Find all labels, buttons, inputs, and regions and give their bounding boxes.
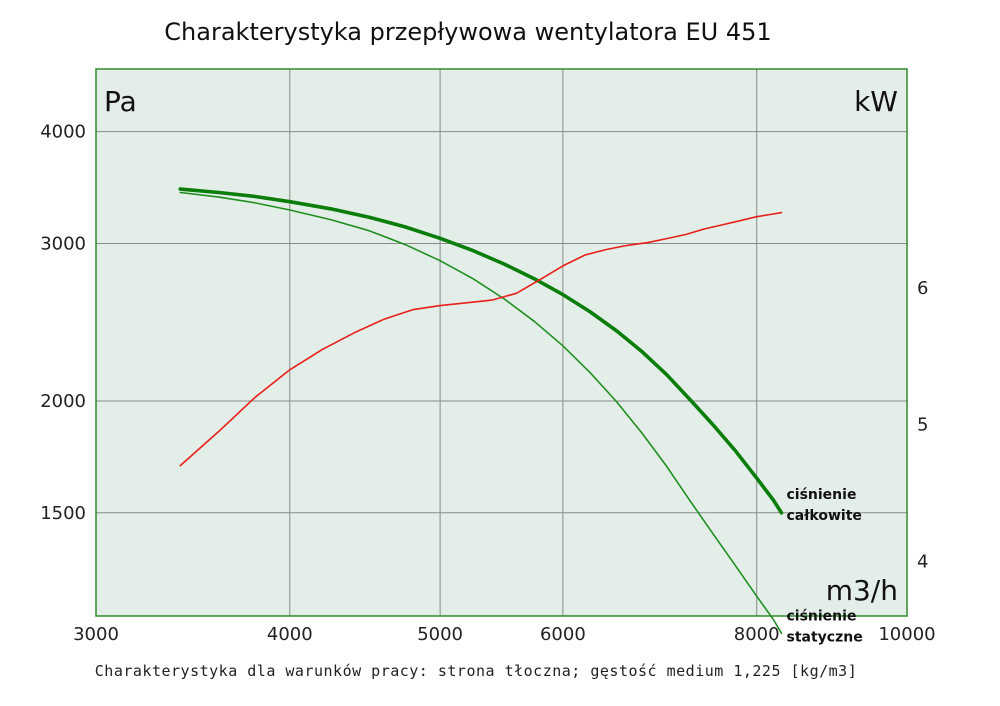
total-pressure-label: ciśnienie całkowite <box>786 487 861 524</box>
plot-frame <box>95 68 908 617</box>
curves <box>178 187 784 635</box>
total-pressure-line <box>178 187 784 515</box>
x-tick-label: 3000 <box>73 624 119 645</box>
curve-labels: ciśnienie całkowite ciśnienie statyczne <box>786 487 862 646</box>
chart-title: Charakterystyka przepływowa wentylatora … <box>164 18 771 46</box>
y-right-tick-label: 4 <box>917 551 928 572</box>
x-tick-label: 4000 <box>267 624 313 645</box>
power-line <box>179 211 783 467</box>
x-tick-label: 8000 <box>734 624 780 645</box>
x-tick-label: 6000 <box>540 624 586 645</box>
x-tick-label: 10000 <box>878 624 935 645</box>
y-right-tick-label: 5 <box>917 415 928 436</box>
footnote: Charakterystyka dla warunków pracy: stro… <box>95 662 857 680</box>
grid-lines <box>96 69 907 616</box>
plot-area <box>96 69 907 616</box>
y-left-tick-label: 4000 <box>40 122 86 143</box>
static-pressure-line <box>179 191 783 635</box>
x-tick-label: 5000 <box>417 624 463 645</box>
left-axis-unit: Pa <box>104 85 137 118</box>
y-left-tick-label: 1500 <box>40 503 86 524</box>
y-left-tick-label: 2000 <box>40 391 86 412</box>
static-pressure-label: ciśnienie statyczne <box>786 608 862 645</box>
y-left-tick-label: 3000 <box>40 233 86 254</box>
x-axis-unit: m3/h <box>826 574 898 607</box>
y-right-tick-label: 6 <box>917 278 928 299</box>
tick-labels: 3000 4000 5000 6000 8000 10000 1500 2000 3000 400… <box>40 122 935 645</box>
right-axis-unit: kW <box>854 85 898 118</box>
